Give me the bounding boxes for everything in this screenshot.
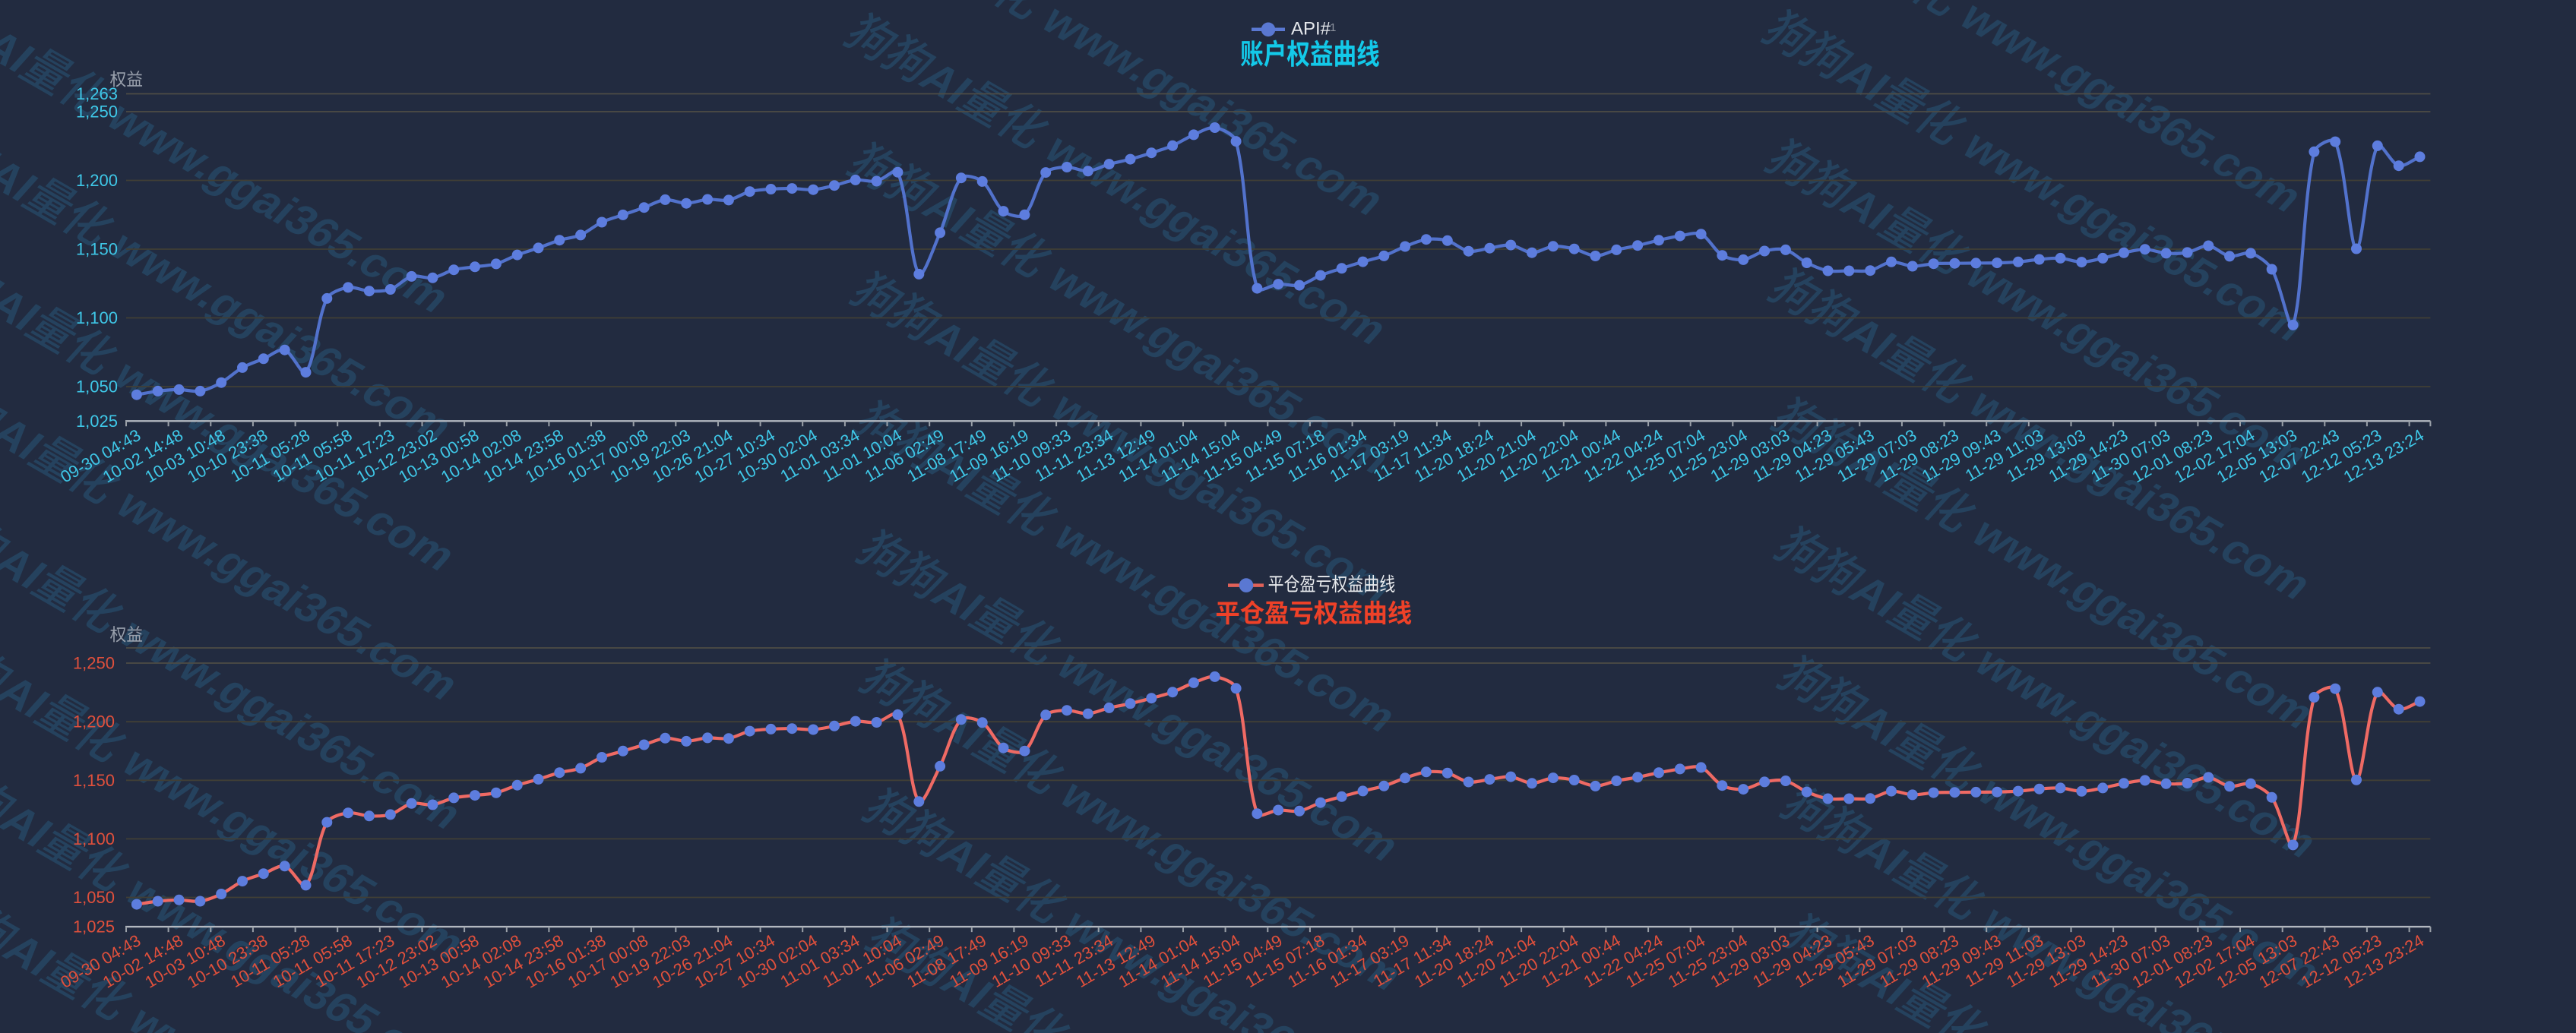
svg-text:1,150: 1,150 (73, 771, 115, 790)
svg-text:1,150: 1,150 (76, 240, 118, 259)
svg-text:1,100: 1,100 (76, 308, 118, 327)
svg-text:1,100: 1,100 (73, 829, 115, 848)
svg-text:1,250: 1,250 (73, 654, 115, 673)
svg-text:1,025: 1,025 (73, 918, 115, 937)
svg-text:API#: API# (1291, 19, 1331, 39)
svg-text:1,050: 1,050 (76, 378, 118, 396)
svg-text:1,200: 1,200 (73, 712, 115, 731)
svg-text:1,025: 1,025 (76, 412, 118, 431)
svg-text:1,050: 1,050 (73, 888, 115, 907)
svg-text:1,263: 1,263 (76, 84, 118, 103)
svg-text:1,250: 1,250 (76, 103, 118, 122)
svg-text:1: 1 (1330, 21, 1336, 34)
svg-text:1,200: 1,200 (76, 171, 118, 190)
